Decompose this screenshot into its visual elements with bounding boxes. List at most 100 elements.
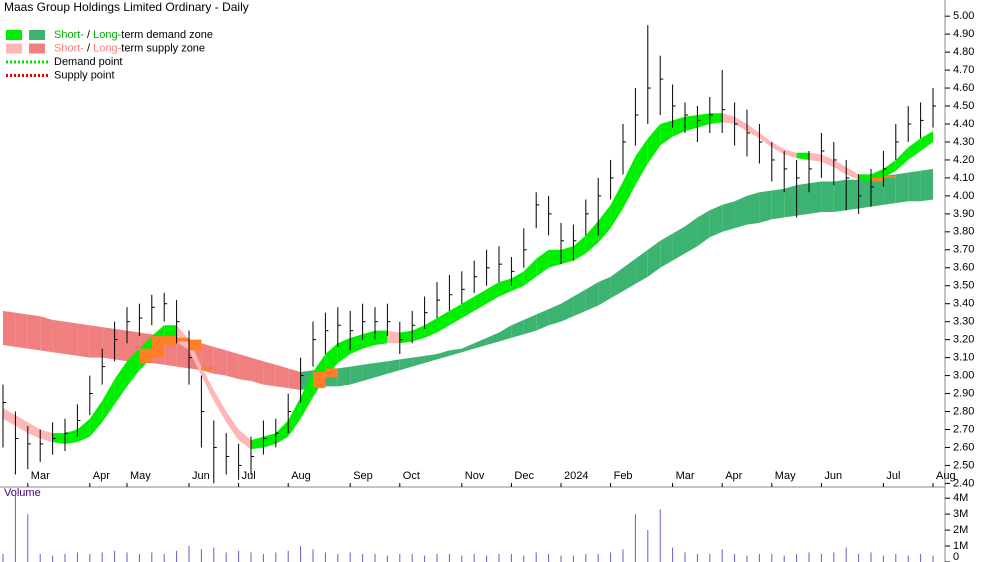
x-tick-label: Jun	[192, 470, 210, 482]
zone-segment	[920, 131, 933, 151]
y-tick-label: 3.60	[953, 262, 974, 274]
zone-segment	[771, 188, 785, 220]
legend-long: Long-	[93, 42, 121, 54]
zone-segment	[15, 312, 28, 349]
zone-segment	[3, 310, 16, 347]
legend-sep: /	[84, 29, 93, 41]
y-tick-label: 4.20	[953, 154, 974, 166]
y-tick-label: 0	[953, 551, 959, 562]
zone-overlap	[871, 177, 884, 182]
legend-label: Demand point	[54, 56, 123, 68]
zone-overlap	[176, 337, 189, 342]
zone-segment	[399, 330, 413, 344]
zone-segment	[561, 246, 574, 265]
zone-segment	[387, 330, 400, 344]
zone-segment	[213, 346, 227, 376]
zone-segment	[660, 120, 673, 146]
zone-segment	[474, 289, 487, 311]
y-tick-label: 5.00	[953, 10, 974, 22]
zone-segment	[375, 361, 388, 378]
y-tick-label: 3.70	[953, 244, 974, 256]
zone-segment	[89, 400, 103, 437]
zone-segment	[585, 221, 599, 254]
zone-segment	[747, 123, 760, 139]
x-tick-label: Mar	[31, 470, 50, 482]
legend-sep: /	[84, 42, 93, 54]
zone-segment	[511, 271, 524, 292]
zone-segment	[263, 361, 276, 387]
zone-segment	[647, 123, 661, 164]
zone-segment	[561, 296, 574, 322]
legend-long: Long-	[93, 29, 121, 41]
zone-segment	[65, 321, 78, 356]
zone-segment	[734, 116, 747, 132]
zone-segment	[809, 181, 822, 214]
zone-segment	[908, 170, 921, 202]
legend-label: Supply point	[54, 69, 115, 81]
zone-segment	[548, 303, 561, 326]
zone-segment	[226, 350, 239, 380]
zone-segment	[697, 113, 710, 128]
zone-overlap	[201, 366, 214, 371]
zone-segment	[40, 429, 53, 443]
y-tick-label: 4.10	[953, 172, 974, 184]
zone-segment	[350, 334, 363, 355]
zone-segment	[288, 397, 301, 437]
x-tick-label: May	[130, 470, 151, 482]
y-tick-label: 3.90	[953, 208, 974, 220]
zone-segment	[858, 177, 871, 209]
legend-rest: term demand zone	[121, 29, 213, 41]
zone-segment	[226, 411, 239, 441]
volume-title: Volume	[4, 487, 41, 499]
zone-segment	[499, 325, 512, 342]
zone-segment	[573, 289, 586, 317]
zone-segment	[486, 332, 499, 346]
zone-segment	[883, 174, 896, 205]
x-tick-label: Mar	[676, 470, 695, 482]
y-tick-label: 2.70	[953, 423, 974, 435]
zone-segment	[114, 328, 127, 362]
zone-segment	[833, 179, 847, 213]
y-tick-label: 2M	[953, 524, 968, 536]
zone-overlap	[151, 336, 165, 358]
x-tick-label: Apr	[725, 470, 742, 482]
zone-overlap	[189, 339, 202, 351]
y-tick-label: 3M	[953, 508, 968, 520]
zone-segment	[635, 138, 648, 186]
y-tick-label: 4.30	[953, 136, 974, 148]
zone-segment	[15, 415, 28, 434]
chart-title: Maas Group Holdings Limited Ordinary - D…	[4, 0, 249, 14]
zone-segment	[275, 364, 289, 389]
y-tick-label: 4M	[953, 492, 968, 504]
zone-segment	[647, 240, 661, 277]
zone-segment	[201, 343, 214, 374]
y-tick-label: 4.50	[953, 100, 974, 112]
zone-segment	[883, 159, 896, 178]
zone-segment	[27, 422, 41, 439]
y-tick-label: 3.80	[953, 226, 974, 238]
zone-segment	[89, 325, 103, 358]
zone-segment	[821, 181, 834, 213]
zone-segment	[771, 141, 785, 155]
x-tick-label: Aug	[936, 470, 956, 482]
zone-segment	[102, 379, 115, 423]
legend-swatch	[6, 43, 22, 54]
y-tick-label: 3.30	[953, 316, 974, 328]
zone-segment	[734, 195, 747, 229]
zone-segment	[238, 354, 251, 381]
zone-segment	[796, 152, 809, 160]
x-tick-label: 2024	[564, 470, 588, 482]
zone-overlap	[313, 371, 326, 389]
x-tick-label: Jul	[886, 470, 900, 482]
zone-segment	[511, 319, 524, 338]
zone-overlap	[883, 176, 896, 178]
zone-segment	[871, 176, 884, 207]
zone-segment	[337, 337, 351, 364]
zone-segment	[598, 204, 611, 243]
zone-segment	[337, 366, 351, 387]
zone-segment	[424, 318, 437, 338]
y-tick-label: 2.90	[953, 387, 974, 399]
zone-segment	[747, 192, 760, 225]
zone-segment	[846, 167, 859, 180]
